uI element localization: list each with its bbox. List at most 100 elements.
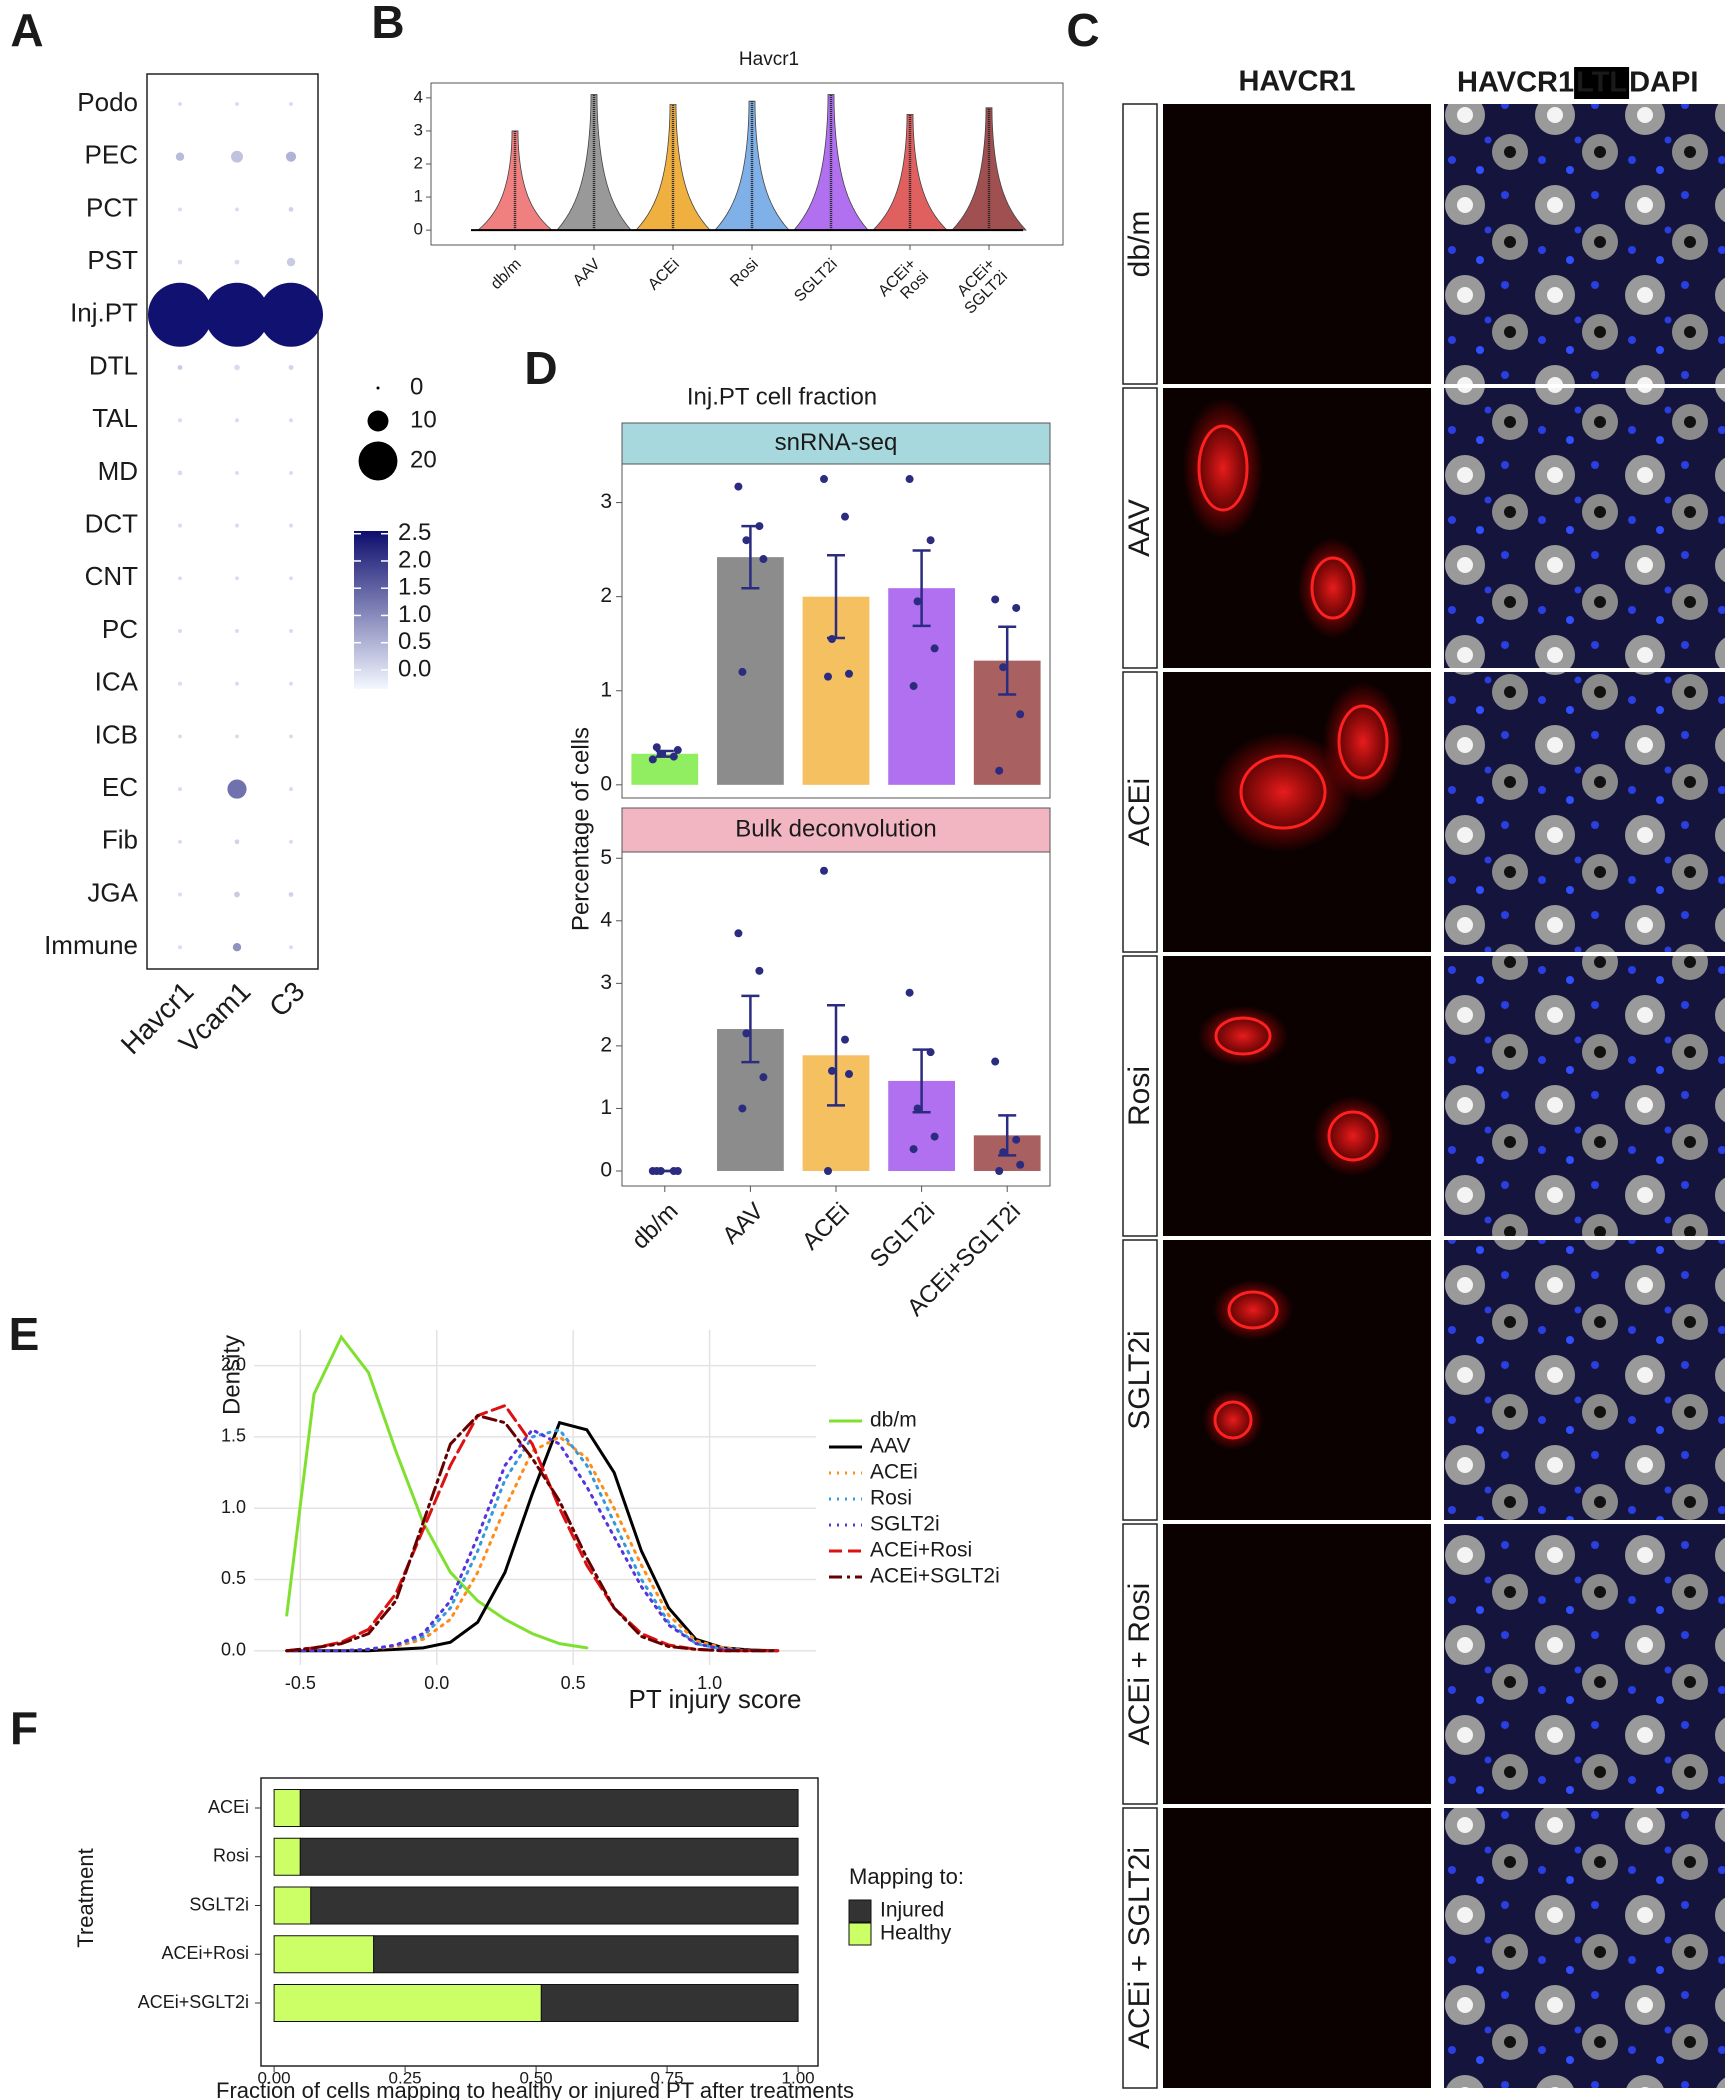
- legend-label: Rosi: [870, 1487, 912, 1510]
- color-tick-label: 1.5: [398, 574, 431, 601]
- data-point: [999, 663, 1008, 672]
- x-tick-label: 1.0: [697, 1673, 722, 1693]
- legend-label: ACEi+SGLT2i: [870, 1565, 1000, 1588]
- column-label: C3: [263, 976, 310, 1023]
- x-axis-title: PT injury score: [629, 1684, 802, 1714]
- row-label: Immune: [44, 930, 138, 960]
- row-label: DTL: [89, 350, 138, 380]
- bar-segment: [299, 1789, 799, 1827]
- violin: [872, 114, 948, 231]
- legend-label: ACEi: [870, 1461, 918, 1484]
- y-tick-label: 2: [600, 1033, 612, 1056]
- havcr1-signal: [1310, 556, 1356, 620]
- row-label: db/m: [1123, 211, 1156, 278]
- color-tick-label: 2.0: [398, 546, 431, 573]
- data-point: [673, 1166, 682, 1175]
- y-tick-label: 3: [600, 490, 612, 513]
- bar-segment: [373, 1935, 799, 1974]
- havcr1-signal: [1214, 1016, 1272, 1056]
- havcr1-signal: [1213, 1400, 1253, 1440]
- facet-strip: [621, 807, 1051, 853]
- legend-key: [848, 1922, 872, 1946]
- merge-image: [1444, 672, 1725, 952]
- dot: [289, 523, 293, 528]
- data-point: [820, 866, 828, 875]
- legend-label: ACEi+Rosi: [870, 1539, 972, 1562]
- dot: [289, 787, 293, 792]
- dot: [177, 470, 183, 476]
- facet-strip-label: snRNA-seq: [775, 429, 898, 456]
- legend-label: db/m: [870, 1409, 917, 1432]
- x-tick-label: 1.00: [782, 2068, 815, 2087]
- havcr1-signal: [1313, 1096, 1393, 1176]
- data-point: [1016, 1160, 1025, 1169]
- dot: [235, 734, 239, 739]
- color-tick-label: 0.5: [398, 628, 431, 655]
- merge-image: [1444, 1808, 1725, 2088]
- dot: [288, 365, 294, 370]
- data-point: [738, 1104, 747, 1113]
- data-point: [905, 988, 914, 997]
- chart-title: Inj.PT cell fraction: [687, 383, 877, 410]
- data-point: [828, 1066, 836, 1075]
- dot: [288, 892, 294, 897]
- facet-strip: [621, 422, 1051, 465]
- row-label: EC: [102, 772, 138, 802]
- size-legend-label: 10: [410, 406, 437, 433]
- data-point: [991, 1057, 1000, 1066]
- y-tick-label: 1.0: [221, 1497, 246, 1517]
- legend-key: [848, 1899, 872, 1923]
- row-label: MD: [98, 456, 138, 486]
- y-tick-label: 2: [414, 153, 423, 172]
- dot: [235, 523, 239, 528]
- image-header: DAPI: [1629, 67, 1698, 99]
- dot: [177, 365, 183, 370]
- data-point: [734, 929, 743, 938]
- data-point: [742, 536, 751, 545]
- havcr1-signal: [1298, 538, 1368, 638]
- chart-title: Havcr1: [739, 49, 799, 70]
- dot: [178, 418, 182, 423]
- row-label: CNT: [85, 561, 139, 591]
- data-point: [652, 743, 661, 752]
- row-label: SGLT2i: [1123, 1330, 1156, 1429]
- size-legend-dot: [358, 441, 398, 481]
- data-point: [759, 555, 768, 564]
- density-line: [285, 1435, 780, 1653]
- y-tick-label: 2.0: [221, 1354, 246, 1374]
- row-label: Podo: [77, 87, 138, 117]
- density-line: [285, 1427, 780, 1653]
- x-tick-label: ACEi: [797, 1198, 855, 1256]
- row-label: Inj.PT: [70, 298, 138, 328]
- data-point: [845, 1070, 853, 1079]
- y-tick-label: 1.5: [221, 1426, 246, 1446]
- x-tick-label: AAV: [570, 256, 604, 290]
- row-label: PC: [102, 614, 138, 644]
- dot: [235, 470, 239, 475]
- dot: [289, 734, 293, 739]
- dot: [235, 207, 239, 212]
- row-label: ACEi: [1123, 778, 1156, 846]
- legend-title: Mapping to:: [849, 1864, 964, 1889]
- row-label: PCT: [86, 192, 138, 222]
- data-point: [926, 1048, 935, 1057]
- legend-label: SGLT2i: [870, 1513, 940, 1536]
- dot: [232, 943, 242, 952]
- y-tick-label: Rosi: [213, 1846, 249, 1866]
- row-label: ICB: [95, 719, 138, 749]
- bar-segment: [273, 1789, 301, 1827]
- row-label-box: [1122, 671, 1158, 953]
- x-tick-label: SGLT2i: [865, 1198, 940, 1273]
- dot: [235, 681, 239, 686]
- density-line: [285, 1334, 589, 1650]
- dot: [234, 891, 240, 898]
- density-line: [285, 1413, 780, 1653]
- dot: [234, 364, 240, 371]
- bar-segment: [299, 1837, 799, 1876]
- x-tick-label: 0.25: [389, 2068, 422, 2087]
- data-point: [1012, 1135, 1021, 1144]
- y-axis-title: Treatment: [73, 1848, 98, 1947]
- data-point: [656, 749, 665, 758]
- data-point: [905, 475, 914, 484]
- havcr1-signal: [1337, 704, 1389, 780]
